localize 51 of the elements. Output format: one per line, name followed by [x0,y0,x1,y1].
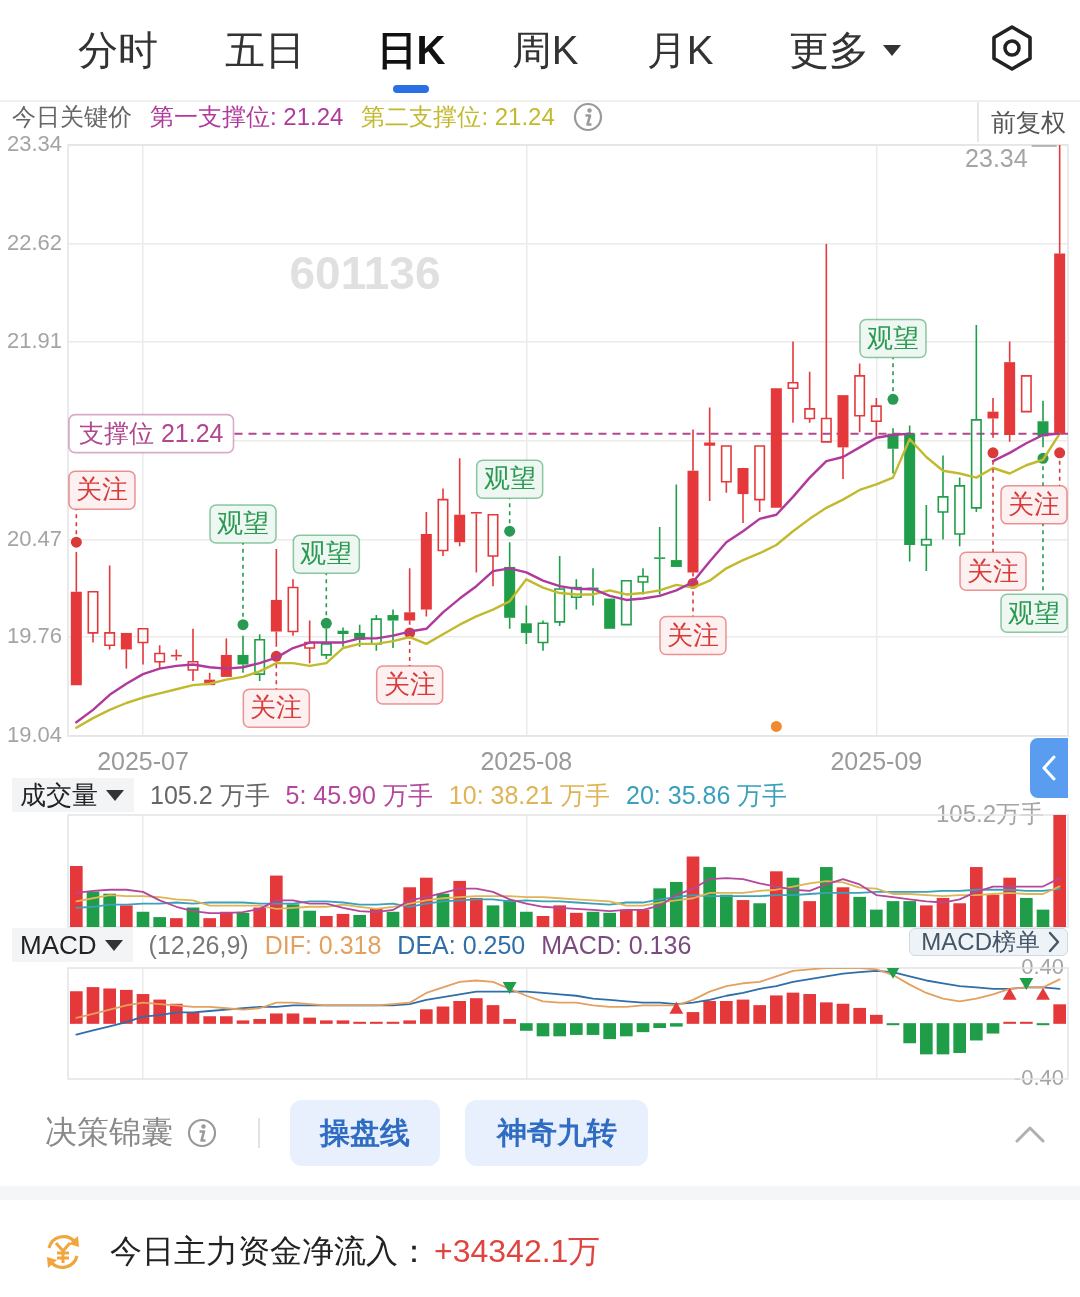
text: 10: 38.21 万手 [448,779,611,811]
annotation: 23.34 [965,143,1028,172]
legend-title: 今日关键价 [12,102,132,132]
text: MACD榜单 [921,927,1040,957]
data-label: 观望 [217,508,269,539]
x-tick-label: 2025-08 [480,746,573,775]
series-label: DEA: 0.250 [397,930,526,960]
x-tick-label: 2025-09 [830,746,923,775]
y-tick-label: 19.76 [6,623,62,649]
chart-subtitle: (12,26,9) [148,930,249,960]
text: 分时 [78,27,158,74]
data-label: 关注 [967,555,1019,586]
y-tick-label: -0.40 [1013,1065,1064,1091]
y-tick-label: 23.34 [6,131,62,157]
data-label: 关注 [667,619,719,650]
text: 前复权 [991,106,1066,138]
x-tick-label: 2025-07 [97,746,189,775]
y-tick-label: 105.2万手 [935,799,1044,827]
y-tick-label: 22.62 [6,230,62,256]
text: 更多 [789,27,869,74]
y-tick-label: 19.04 [6,722,62,748]
data-label: 关注 [1008,489,1060,520]
data-label: 关注 [383,669,436,700]
data-label: 关注 [76,474,128,505]
text: 神奇九转 [496,1114,617,1151]
data-label: 观望 [300,538,353,569]
text: 操盘线 [320,1114,410,1151]
y-tick-label: 21.91 [6,327,62,353]
text: 日K [376,27,446,74]
data-label: 观望 [483,463,536,494]
text: 决策锦囊 [45,1113,173,1152]
y-tick-label: 20.47 [6,525,62,551]
ref-line-label: 支撑位 21.24 [79,418,224,447]
chart-title: MACD [20,929,97,961]
text: 周K [511,27,579,74]
data-label: 关注 [250,692,303,723]
text: 20: 35.86 万手 [626,779,788,811]
text: MACD: 0.136 [541,930,692,960]
text: 五日 [225,27,305,74]
data-label: 观望 [867,322,919,353]
text: +34342.1万 [434,1232,601,1271]
text: 第二支撑位: 21.24 [361,102,555,132]
text: 今日主力资金净流入： [110,1232,430,1271]
data-label: 观望 [1008,597,1060,628]
series-label: DIF: 0.318 [264,930,382,960]
text: 105.2 万手 [150,779,270,811]
text: 5: 45.90 万手 [285,779,433,811]
text: 月K [646,27,714,74]
text: 第一支撑位: 21.24 [150,102,344,132]
chart-title: 成交量 [20,778,98,812]
y-tick-label: 0.40 [1021,954,1064,980]
